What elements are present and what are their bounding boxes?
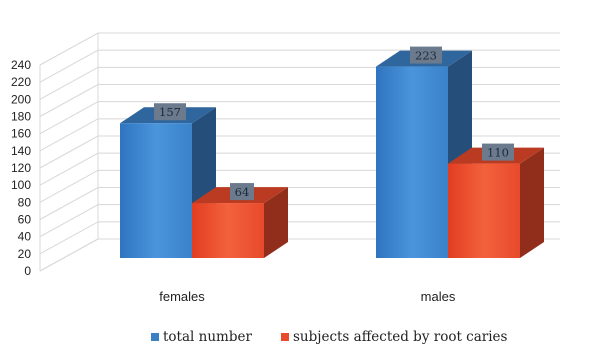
- bar-front: [120, 123, 192, 258]
- y-tick-label: 240: [11, 58, 31, 72]
- legend-item: total number: [151, 329, 252, 345]
- wall-edges: [39, 33, 99, 272]
- legend-item: subjects affected by root caries: [281, 329, 508, 345]
- y-axis-ticks: 0 20 40 60 80 100 120 140 160 180 200 220 240: [11, 58, 31, 278]
- data-label-box: [154, 103, 186, 121]
- data-label-text: 223: [415, 49, 437, 63]
- gridlines: [39, 32, 560, 272]
- bar-side: [264, 187, 288, 258]
- y-tick-label: 60: [18, 213, 32, 227]
- bar-front: [448, 163, 520, 258]
- y-tick-label: 100: [11, 178, 31, 192]
- bars: 157 64 223 110: [120, 46, 544, 258]
- data-label: 223: [410, 46, 442, 64]
- bar-males-1: [448, 147, 544, 258]
- data-label: 64: [230, 183, 254, 201]
- bar-front: [376, 66, 448, 258]
- legend-label: subjects affected by root caries: [293, 329, 508, 345]
- data-label-box: [230, 183, 254, 201]
- data-label-text: 110: [487, 146, 509, 160]
- y-tick-label: 180: [11, 110, 31, 124]
- data-label-text: 64: [235, 185, 250, 199]
- data-label: 157: [154, 103, 186, 121]
- y-tick-label: 200: [11, 92, 31, 106]
- gridline: [39, 32, 560, 66]
- data-label: 110: [482, 143, 514, 161]
- data-label-text: 157: [159, 105, 181, 119]
- data-label-box: [410, 46, 442, 64]
- gridline: [39, 101, 560, 135]
- y-tick-label: 20: [18, 247, 32, 261]
- gridline: [39, 66, 560, 100]
- y-tick-label: 140: [11, 144, 31, 158]
- bar-front: [192, 203, 264, 258]
- y-tick-label: 120: [11, 161, 31, 175]
- legend-swatch: [151, 333, 159, 341]
- y-tick-label: 80: [18, 195, 32, 209]
- bar-side: [520, 147, 544, 258]
- bar-females-1: [192, 187, 288, 258]
- gridline: [39, 49, 560, 83]
- legend-label: total number: [163, 329, 252, 345]
- y-tick-label: 220: [11, 75, 31, 89]
- gridline: [39, 84, 560, 117]
- data-label-box: [482, 143, 514, 161]
- x-axis-categories: females males: [159, 289, 456, 304]
- category-label: females: [159, 289, 205, 304]
- legend: total number subjects affected by root ca…: [151, 329, 508, 345]
- category-label: males: [421, 289, 456, 304]
- y-tick-label: 160: [11, 127, 31, 141]
- y-tick-label: 0: [24, 264, 31, 278]
- y-tick-label: 40: [18, 230, 32, 244]
- legend-swatch: [281, 333, 289, 341]
